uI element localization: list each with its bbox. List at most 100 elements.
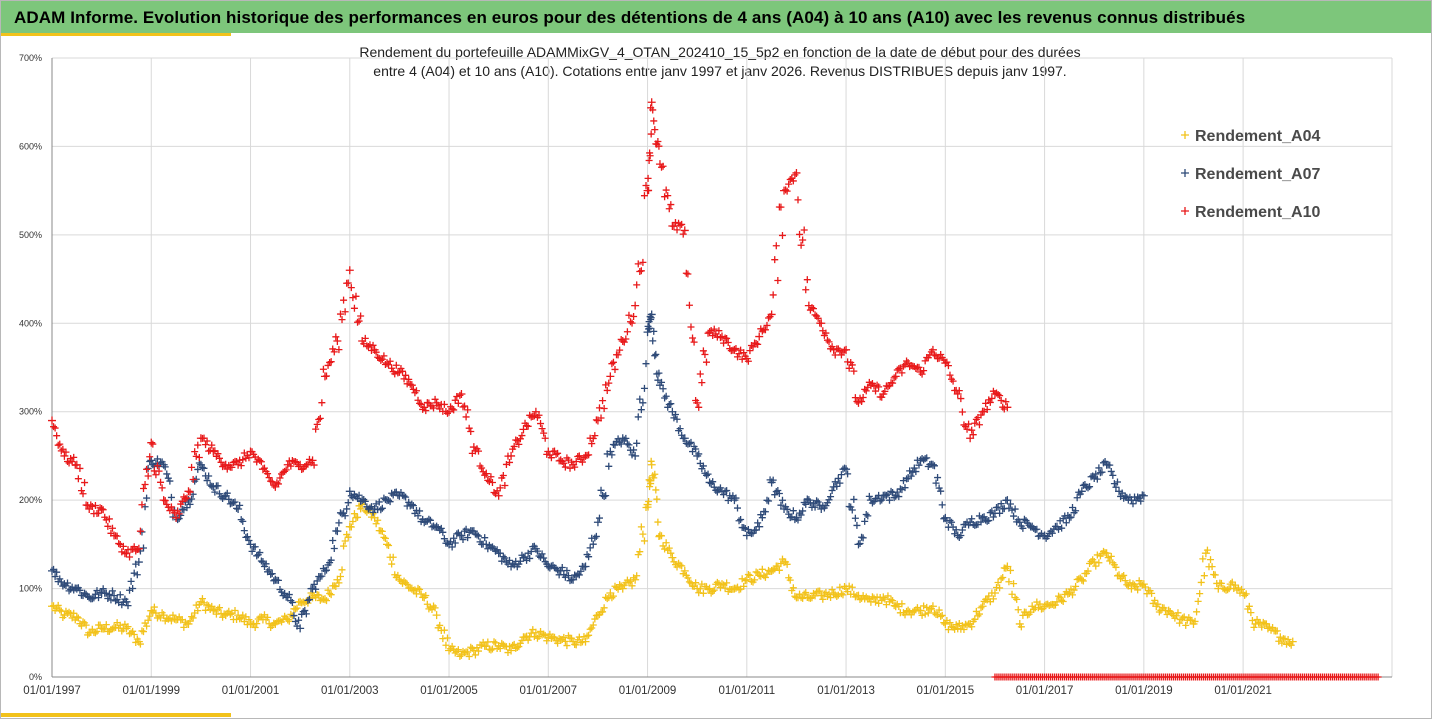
data-point <box>642 181 650 189</box>
data-point <box>208 441 216 449</box>
data-point <box>465 653 473 661</box>
data-point <box>1006 566 1014 574</box>
data-point <box>927 348 935 356</box>
data-point <box>265 566 273 574</box>
data-point <box>538 425 546 433</box>
data-point <box>251 623 259 631</box>
data-point <box>676 425 684 433</box>
data-point <box>102 621 110 629</box>
data-point <box>777 203 785 211</box>
data-point <box>853 592 861 600</box>
data-point <box>144 472 152 480</box>
data-point <box>591 432 599 440</box>
data-point <box>62 448 70 456</box>
data-point <box>386 498 394 506</box>
data-point <box>689 334 697 342</box>
data-point <box>963 425 971 433</box>
data-point <box>740 349 748 357</box>
data-point <box>645 325 653 333</box>
data-point <box>510 442 518 450</box>
data-point <box>588 440 596 448</box>
data-point <box>822 329 830 337</box>
data-point <box>758 327 766 335</box>
data-point <box>893 488 901 496</box>
data-point <box>341 512 349 520</box>
data-point <box>841 464 849 472</box>
data-point <box>1100 459 1108 467</box>
data-point <box>1180 613 1188 621</box>
data-point <box>1008 590 1016 598</box>
data-point <box>881 387 889 395</box>
data-point <box>994 390 1002 398</box>
data-point <box>285 591 293 599</box>
data-point <box>593 518 602 527</box>
data-point <box>678 431 686 439</box>
data-point <box>741 352 749 360</box>
data-point <box>214 482 222 490</box>
data-point <box>506 556 514 564</box>
data-point <box>988 589 996 597</box>
page-title: ADAM Informe. Evolution historique des p… <box>14 8 1246 27</box>
data-point <box>865 378 873 386</box>
data-point <box>216 454 223 462</box>
data-point <box>614 351 622 359</box>
data-point <box>278 588 286 596</box>
data-point <box>622 434 630 442</box>
series-Rendement_A10 <box>48 98 1012 561</box>
data-point <box>645 476 653 484</box>
data-point <box>464 406 472 414</box>
data-point <box>1132 583 1140 591</box>
data-point <box>344 279 352 287</box>
data-point <box>540 630 548 638</box>
data-point <box>54 441 62 449</box>
data-point <box>332 527 340 535</box>
data-point <box>921 610 929 618</box>
data-point <box>340 296 348 304</box>
y-tick-label: 300% <box>19 407 42 417</box>
data-point <box>48 416 56 425</box>
data-point <box>951 530 959 538</box>
data-point <box>468 644 476 652</box>
data-point <box>746 528 754 536</box>
data-point <box>347 492 355 500</box>
data-point <box>1182 621 1190 629</box>
data-point <box>332 582 340 590</box>
data-point <box>760 572 768 580</box>
data-point <box>147 438 156 447</box>
data-point <box>850 367 858 375</box>
data-point <box>1086 483 1094 491</box>
data-point <box>670 414 678 422</box>
data-point <box>305 455 313 463</box>
data-point <box>583 632 591 640</box>
data-point <box>1278 639 1286 647</box>
x-tick-label: 01/01/2019 <box>1115 685 1173 697</box>
data-point <box>661 545 669 553</box>
data-point <box>1148 589 1156 597</box>
data-point <box>699 589 707 597</box>
data-point <box>1141 583 1149 591</box>
data-point <box>167 493 175 501</box>
data-point <box>859 534 867 542</box>
data-point <box>709 587 717 595</box>
data-point <box>423 600 431 608</box>
data-point <box>799 594 807 602</box>
data-point <box>560 633 568 641</box>
data-point <box>595 514 603 522</box>
data-point <box>1126 579 1134 587</box>
data-point <box>175 510 183 518</box>
y-tick-label: 700% <box>19 53 42 63</box>
data-point <box>198 464 206 472</box>
data-point <box>1138 491 1146 499</box>
data-point <box>597 414 605 422</box>
data-point <box>1217 579 1225 587</box>
data-point <box>1283 640 1291 648</box>
data-point <box>87 501 95 509</box>
data-point <box>742 575 751 584</box>
data-point <box>980 513 988 521</box>
data-point <box>572 572 580 580</box>
data-point <box>930 462 938 470</box>
data-point <box>732 345 740 353</box>
data-point <box>467 643 475 651</box>
data-point <box>336 310 344 318</box>
data-point <box>310 580 318 588</box>
